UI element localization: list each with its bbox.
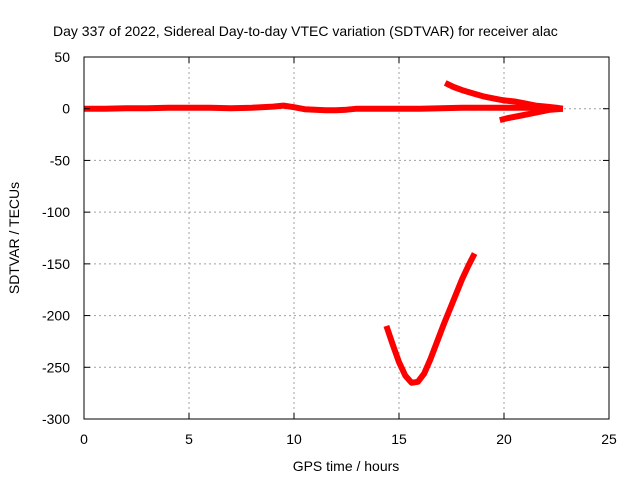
x-tick-label: 15: [391, 431, 407, 447]
chart-title: Day 337 of 2022, Sidereal Day-to-day VTE…: [53, 23, 558, 39]
y-tick-label: -100: [42, 204, 70, 220]
series-line-4: [383, 252, 478, 386]
y-tick-label: 50: [54, 49, 70, 65]
y-tick-label: -300: [42, 411, 70, 427]
y-tick-label: 0: [62, 101, 70, 117]
plot-frame: [83, 56, 610, 420]
x-tick-label: 0: [80, 431, 88, 447]
axis-ticks: 0 5 10 15 20 25 50 0 -50 -100 -150 -200 -250 -300: [42, 49, 617, 447]
x-tick-label: 20: [496, 431, 512, 447]
x-tick-label: 10: [286, 431, 302, 447]
y-tick-label: -250: [42, 359, 70, 375]
y-axis-title: SDTVAR / TECUs: [6, 182, 22, 294]
y-tick-label: -150: [42, 256, 70, 272]
x-tick-label: 25: [601, 431, 617, 447]
series-line-2: [443, 80, 564, 112]
x-axis-title: GPS time / hours: [293, 458, 400, 474]
y-tick-label: -50: [50, 152, 70, 168]
x-tick-label: 5: [185, 431, 193, 447]
y-tick-label: -200: [42, 308, 70, 324]
series-line-3: [499, 105, 564, 124]
data-series: [84, 80, 564, 386]
series-line-1: [84, 102, 563, 114]
